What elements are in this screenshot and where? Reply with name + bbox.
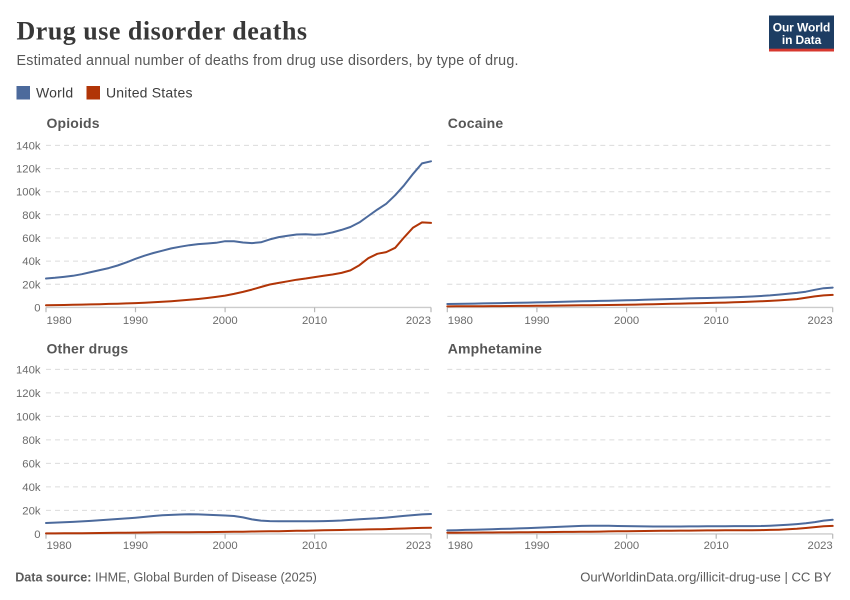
svg-text:2010: 2010 [704,540,729,552]
svg-text:100k: 100k [16,187,41,199]
svg-text:2000: 2000 [213,540,238,552]
svg-text:80k: 80k [22,210,41,222]
svg-text:140k: 140k [16,140,41,152]
svg-text:20k: 20k [22,279,41,291]
svg-text:World: World [36,85,73,101]
svg-text:80k: 80k [22,435,41,447]
svg-text:Other drugs: Other drugs [47,340,129,356]
svg-text:2010: 2010 [704,315,729,327]
svg-text:1990: 1990 [524,540,549,552]
svg-text:40k: 40k [22,256,41,268]
svg-text:1980: 1980 [47,315,72,327]
svg-text:2023: 2023 [808,540,833,552]
svg-text:100k: 100k [16,411,41,423]
svg-text:OurWorldinData.org/illicit-dru: OurWorldinData.org/illicit-drug-use | CC… [580,570,832,585]
svg-text:40k: 40k [22,482,41,494]
svg-text:60k: 60k [22,233,41,245]
svg-text:2010: 2010 [302,540,327,552]
svg-text:2010: 2010 [302,315,327,327]
svg-text:1990: 1990 [123,315,148,327]
svg-text:Estimated annual number of dea: Estimated annual number of deaths from d… [17,53,519,69]
svg-text:Cocaine: Cocaine [448,115,504,131]
svg-text:2023: 2023 [406,315,431,327]
svg-text:20k: 20k [22,505,41,517]
svg-text:1980: 1980 [47,540,72,552]
svg-text:Drug use disorder deaths: Drug use disorder deaths [17,16,308,45]
svg-text:2023: 2023 [808,315,833,327]
svg-text:2023: 2023 [406,540,431,552]
svg-text:in Data: in Data [782,33,822,47]
svg-text:Opioids: Opioids [47,115,100,131]
svg-text:0: 0 [34,529,40,541]
svg-text:140k: 140k [16,364,41,376]
svg-text:Data source: IHME, Global Burd: Data source: IHME, Global Burden of Dise… [15,571,317,585]
svg-text:0: 0 [34,302,40,314]
svg-text:60k: 60k [22,458,41,470]
svg-text:1980: 1980 [448,315,473,327]
svg-text:Our World: Our World [773,20,831,34]
svg-text:2000: 2000 [614,540,639,552]
svg-text:1990: 1990 [524,315,549,327]
svg-text:1980: 1980 [448,540,473,552]
svg-text:Amphetamine: Amphetamine [448,340,542,356]
svg-text:120k: 120k [16,164,41,176]
svg-text:United States: United States [106,85,193,101]
svg-text:2000: 2000 [213,315,238,327]
svg-text:1990: 1990 [123,540,148,552]
svg-text:120k: 120k [16,388,41,400]
svg-text:2000: 2000 [614,315,639,327]
